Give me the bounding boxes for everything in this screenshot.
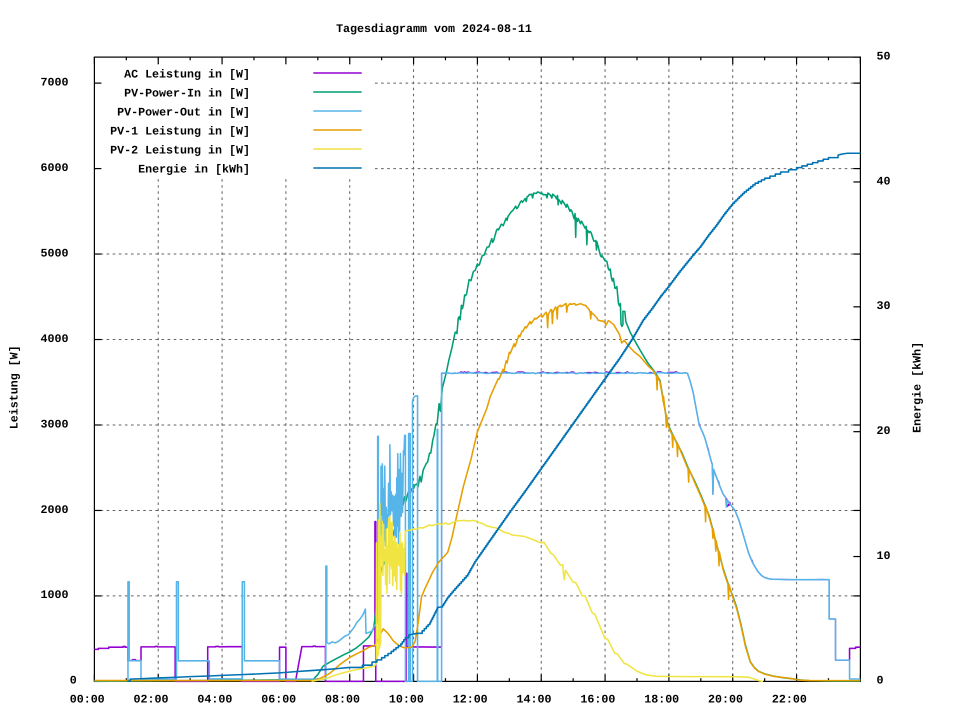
- svg-text:40: 40: [877, 174, 891, 188]
- svg-text:7000: 7000: [41, 75, 69, 89]
- svg-text:Leistung [W]: Leistung [W]: [7, 345, 21, 429]
- svg-text:10: 10: [877, 549, 891, 563]
- svg-text:02:00: 02:00: [134, 693, 169, 707]
- svg-text:30: 30: [877, 299, 891, 313]
- svg-text:04:00: 04:00: [197, 693, 232, 707]
- svg-text:4000: 4000: [41, 332, 69, 346]
- svg-text:5000: 5000: [41, 246, 69, 260]
- svg-text:14:00: 14:00: [517, 693, 552, 707]
- svg-text:10:00: 10:00: [389, 693, 424, 707]
- svg-text:06:00: 06:00: [261, 693, 296, 707]
- svg-text:PV-1 Leistung in [W]: PV-1 Leistung in [W]: [110, 124, 250, 138]
- svg-text:6000: 6000: [41, 161, 69, 175]
- svg-text:Energie in [kWh]: Energie in [kWh]: [138, 162, 250, 176]
- svg-text:0: 0: [877, 674, 884, 688]
- svg-text:12:00: 12:00: [453, 693, 488, 707]
- svg-text:1000: 1000: [41, 588, 69, 602]
- svg-text:20:00: 20:00: [708, 693, 743, 707]
- svg-text:Energie [kWh]: Energie [kWh]: [910, 342, 924, 433]
- svg-text:16:00: 16:00: [580, 693, 615, 707]
- svg-text:2000: 2000: [41, 503, 69, 517]
- svg-text:08:00: 08:00: [325, 693, 360, 707]
- svg-text:0: 0: [70, 674, 77, 688]
- svg-text:PV-Power-Out in [W]: PV-Power-Out in [W]: [117, 105, 250, 119]
- svg-text:3000: 3000: [41, 417, 69, 431]
- svg-text:AC Leistung in [W]: AC Leistung in [W]: [124, 67, 250, 81]
- svg-text:50: 50: [877, 49, 891, 63]
- svg-text:00:00: 00:00: [70, 693, 105, 707]
- svg-text:20: 20: [877, 424, 891, 438]
- svg-text:Tagesdiagramm vom 2024-08-11: Tagesdiagramm vom 2024-08-11: [336, 22, 532, 36]
- svg-text:22:00: 22:00: [772, 693, 807, 707]
- svg-text:PV-2 Leistung in [W]: PV-2 Leistung in [W]: [110, 143, 250, 157]
- svg-text:18:00: 18:00: [644, 693, 679, 707]
- svg-text:PV-Power-In in [W]: PV-Power-In in [W]: [124, 86, 250, 100]
